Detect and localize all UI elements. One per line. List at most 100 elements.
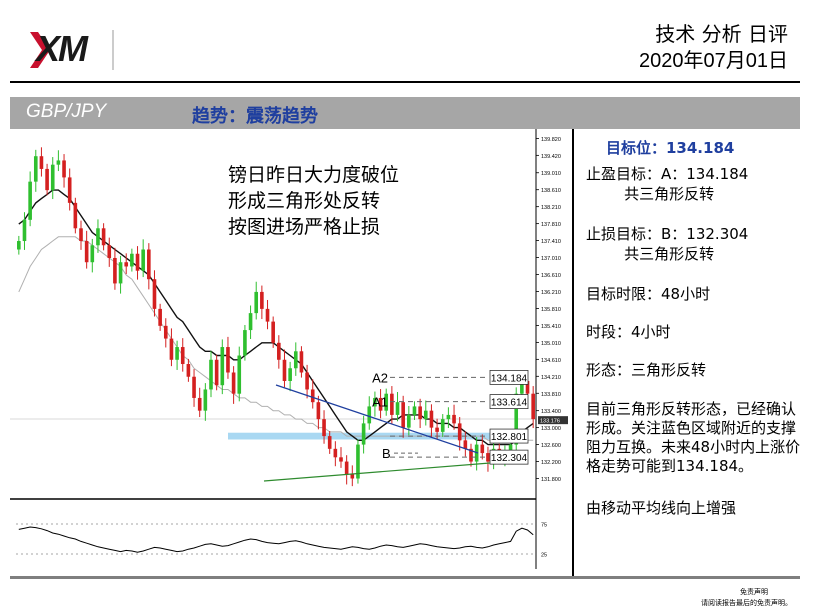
y-tick-label: 137.010 — [541, 256, 561, 262]
candle-body — [514, 393, 519, 445]
y-tick-label: 136.610 — [541, 273, 561, 279]
candle-body — [67, 177, 72, 203]
lower-trend-line — [263, 462, 491, 482]
candle-body — [62, 160, 66, 178]
candle-body — [293, 351, 298, 369]
candle-body — [327, 436, 332, 449]
candle-body — [45, 168, 49, 191]
slow-moving-average-line — [18, 236, 534, 441]
candle-body — [124, 262, 129, 267]
candle-body — [214, 359, 219, 386]
level-label: 132.801 — [491, 432, 528, 443]
candle-body — [186, 364, 191, 377]
y-tick-label: 135.810 — [541, 307, 561, 313]
candle-body — [440, 419, 445, 432]
y-tick-label: 133.810 — [541, 392, 561, 398]
stop-loss-line: 止损目标：B：132.304 — [586, 225, 749, 243]
oscillator-tick-label: 75 — [541, 523, 547, 529]
candle-body — [407, 414, 411, 428]
candle-body — [271, 321, 275, 343]
take-profit-line: 止盈目标：A：134.184 — [586, 165, 749, 183]
y-tick-label: 134.610 — [541, 358, 561, 364]
candle-body — [254, 291, 259, 314]
candle-body — [17, 241, 21, 250]
candle-body — [243, 330, 247, 356]
candle-body — [169, 338, 174, 360]
candle-body — [84, 241, 89, 263]
candle-body — [282, 359, 287, 381]
target-level: 目标位：134.184 — [606, 139, 735, 157]
candle-body — [28, 181, 32, 220]
candle-body — [50, 164, 55, 191]
candle-body — [277, 342, 281, 360]
candle-body — [96, 228, 100, 246]
candle-body — [180, 347, 185, 365]
oscillator-line — [18, 526, 534, 553]
candle-body — [163, 325, 168, 339]
candle-body — [429, 410, 434, 428]
candle-body — [435, 427, 439, 432]
candle-body — [197, 397, 202, 411]
candle-body — [373, 397, 377, 407]
report-date: 2020年07月01日 — [639, 50, 788, 72]
candle-body — [130, 253, 134, 267]
candle-body — [22, 219, 27, 242]
level-label: 134.184 — [491, 373, 528, 384]
candle-body — [531, 393, 535, 420]
level-marker: A2 — [372, 370, 388, 385]
y-tick-label: 131.800 — [541, 477, 561, 483]
logo-text: XM — [36, 28, 88, 69]
take-profit-note: 共三角形反转 — [586, 185, 715, 203]
candle-body — [226, 347, 230, 373]
chart-note-line: 形成三角形处反转 — [228, 190, 381, 212]
y-tick-label: 132.200 — [541, 460, 561, 466]
candle-body — [390, 393, 394, 415]
last-price-box — [538, 416, 568, 425]
candle-body — [486, 453, 490, 462]
moving-average-note: 由移动平均线向上增强 — [586, 499, 737, 517]
report-title: 技术 分析 日评 — [655, 22, 788, 46]
level-label: 132.304 — [491, 453, 528, 464]
candle-body — [339, 457, 343, 462]
y-tick-label: 137.410 — [541, 239, 561, 245]
y-tick-label: 139.010 — [541, 171, 561, 177]
candle-body — [305, 372, 309, 390]
candle-body — [395, 402, 400, 415]
level-box — [489, 449, 529, 465]
candle-body — [231, 372, 236, 394]
footer-rule — [10, 576, 800, 579]
level-marker: A1 — [372, 395, 388, 410]
level-box — [489, 428, 529, 444]
candle-body — [423, 410, 428, 420]
candle-body — [90, 245, 95, 263]
upper-trend-line — [275, 384, 479, 454]
currency-pair: GBP/JPY — [26, 101, 107, 122]
y-tick-label: 133.000 — [541, 426, 561, 432]
panel-divider — [572, 129, 574, 577]
y-tick-label: 138.610 — [541, 188, 561, 194]
y-tick-label: 133.400 — [541, 409, 561, 415]
candle-body — [452, 414, 456, 424]
candle-body — [113, 257, 117, 284]
brand-logo — [30, 28, 120, 72]
y-tick-label: 139.820 — [541, 137, 561, 143]
analysis-description: 目前三角形反转形态，已经确认形成。关注蓝色区域附近的支撑阻力互换。未来48小时内… — [586, 400, 801, 475]
candle-body — [333, 448, 338, 458]
chart-note-line: 镑日昨日大力度破位 — [228, 164, 400, 186]
candle-body — [209, 359, 213, 390]
candle-body — [469, 448, 473, 462]
candle-body — [248, 313, 253, 331]
chart-note: 镑日昨日大力度破位 形成三角形处反转 按图进场严格止损 — [228, 162, 399, 240]
candle-body — [446, 414, 451, 420]
candle-body — [384, 393, 389, 411]
y-tick-label: 139.420 — [541, 154, 561, 160]
candle-body — [220, 347, 225, 386]
candle-body — [141, 249, 145, 271]
disclaimer-text: 请阅读报告最后的免责声明。 — [701, 599, 792, 607]
y-tick-label: 132.600 — [541, 443, 561, 449]
candle-body — [412, 406, 417, 415]
candle-body — [525, 380, 530, 394]
candle-body — [401, 402, 405, 428]
target-time: 目标时限：48小时 — [586, 285, 711, 303]
candle-body — [367, 406, 372, 424]
